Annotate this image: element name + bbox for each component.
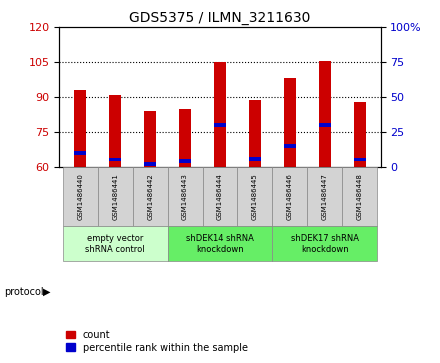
Text: shDEK17 shRNA
knockdown: shDEK17 shRNA knockdown — [291, 234, 359, 254]
Text: GSM1486441: GSM1486441 — [112, 173, 118, 220]
Text: GSM1486448: GSM1486448 — [357, 173, 363, 220]
FancyBboxPatch shape — [133, 167, 168, 227]
Text: shDEK14 shRNA
knockdown: shDEK14 shRNA knockdown — [186, 234, 254, 254]
Text: protocol: protocol — [4, 287, 44, 297]
Text: GSM1486445: GSM1486445 — [252, 173, 258, 220]
Bar — [109, 158, 121, 162]
Bar — [179, 109, 191, 167]
Bar — [214, 62, 226, 167]
FancyBboxPatch shape — [202, 167, 238, 227]
FancyBboxPatch shape — [168, 167, 202, 227]
Bar — [284, 78, 296, 167]
FancyBboxPatch shape — [63, 227, 168, 261]
FancyBboxPatch shape — [98, 167, 133, 227]
Title: GDS5375 / ILMN_3211630: GDS5375 / ILMN_3211630 — [129, 11, 311, 25]
FancyBboxPatch shape — [63, 167, 98, 227]
Bar — [284, 144, 296, 147]
Bar — [319, 123, 331, 127]
Legend: count, percentile rank within the sample: count, percentile rank within the sample — [64, 328, 249, 355]
Bar — [214, 123, 226, 127]
FancyBboxPatch shape — [272, 167, 307, 227]
FancyBboxPatch shape — [342, 167, 377, 227]
FancyBboxPatch shape — [272, 227, 377, 261]
FancyBboxPatch shape — [238, 167, 272, 227]
Bar — [249, 157, 261, 161]
Bar — [74, 151, 86, 155]
Bar — [249, 101, 261, 167]
Bar — [74, 90, 86, 167]
Bar — [354, 158, 366, 162]
Text: GSM1486443: GSM1486443 — [182, 173, 188, 220]
Text: GSM1486446: GSM1486446 — [287, 173, 293, 220]
Bar — [319, 61, 331, 167]
FancyBboxPatch shape — [307, 167, 342, 227]
Bar — [144, 162, 156, 166]
Text: GSM1486444: GSM1486444 — [217, 173, 223, 220]
Text: GSM1486440: GSM1486440 — [77, 173, 83, 220]
FancyBboxPatch shape — [168, 227, 272, 261]
Bar — [354, 102, 366, 167]
Text: GSM1486447: GSM1486447 — [322, 173, 328, 220]
Bar — [109, 95, 121, 167]
Bar — [179, 159, 191, 163]
Text: GSM1486442: GSM1486442 — [147, 173, 153, 220]
Text: ▶: ▶ — [43, 287, 51, 297]
Text: empty vector
shRNA control: empty vector shRNA control — [85, 234, 145, 254]
Bar — [144, 111, 156, 167]
